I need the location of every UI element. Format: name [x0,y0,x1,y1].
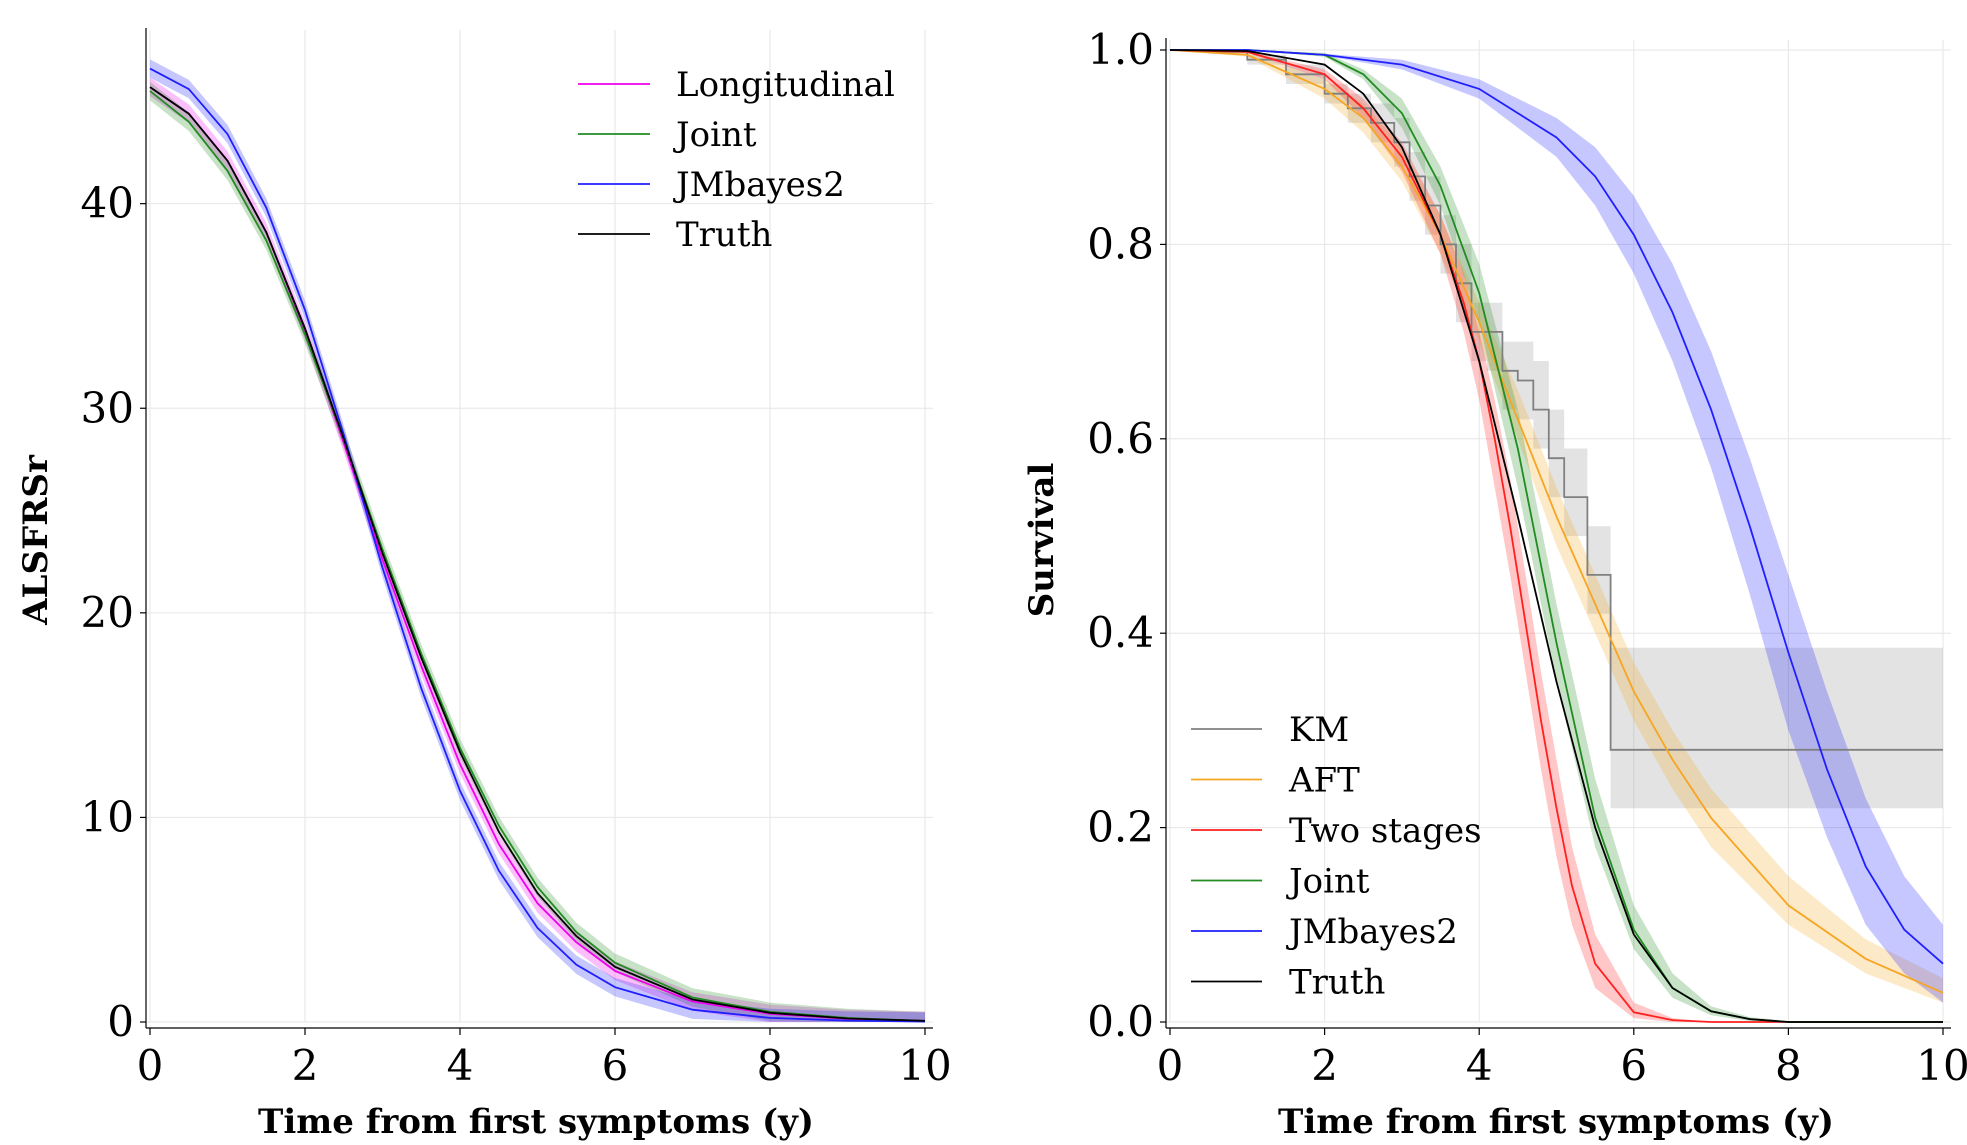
left-legend-label-longitudinal: Longitudinal [676,65,895,105]
right-y-axis-label: Survival [1022,463,1062,618]
left-x-tick-label: 0 [137,1041,164,1090]
right-line-truth [1169,49,1943,1023]
right-band-jmbayes2 [1170,50,1943,1003]
left-line-joint [149,90,926,1022]
left-x-axis-label: Time from first symptoms (y) [258,1102,814,1142]
left-band-joint [150,81,925,1022]
right-confidence-bands [1170,50,1943,1022]
right-axes [1160,38,1951,1035]
left-line-jmbayes2 [149,67,926,1023]
right-series-lines [1169,49,1944,1023]
left-y-tick-label: 30 [81,383,134,432]
left-y-tick-label: 0 [107,997,134,1046]
right-y-tick-label: 0.6 [1087,414,1154,463]
right-legend-label-two-stages: Two stages [1289,811,1482,851]
right-line-aft [1169,49,1944,994]
left-legend-label-truth: Truth [676,215,772,255]
right-line-km [1170,49,1943,751]
right-x-tick-label: 10 [1916,1041,1967,1090]
right-tick-labels: 0 2 4 6 8 10 0.0 0.2 0.4 0.6 0.8 1.0 [1087,25,1967,1090]
left-x-tick-label: 6 [602,1041,629,1090]
left-x-tick-label: 4 [447,1041,474,1090]
right-x-tick-label: 8 [1775,1041,1802,1090]
left-x-tick-label: 10 [898,1041,951,1090]
right-x-axis-label: Time from first symptoms (y) [1278,1102,1834,1142]
right-y-tick-label: 0.4 [1087,608,1154,657]
left-legend: Longitudinal Joint JMbayes2 Truth [578,65,895,255]
right-y-tick-label: 0.0 [1087,997,1154,1046]
left-line-truth [149,86,926,1022]
right-y-tick-label: 1.0 [1087,25,1154,74]
right-x-tick-label: 4 [1466,1041,1493,1090]
right-y-tick-label: 0.2 [1087,803,1154,852]
left-series-lines [149,67,926,1023]
left-confidence-bands [150,59,925,1023]
right-band-aft [1170,50,1943,1003]
left-x-tick-label: 2 [292,1041,319,1090]
right-legend-label-truth: Truth [1289,963,1385,1003]
right-x-tick-label: 6 [1620,1041,1647,1090]
right-legend-label-aft: AFT [1288,761,1360,801]
left-y-tick-label: 10 [81,792,134,841]
right-line-jmbayes2 [1170,49,1944,965]
right-band-km [1170,50,1943,809]
right-x-tick-label: 0 [1157,1041,1184,1090]
left-legend-label-joint: Joint [673,115,757,155]
left-y-tick-label: 40 [81,179,134,228]
survival-chart: 0 2 4 6 8 10 0.0 0.2 0.4 0.6 0.8 1.0 Time from firs… [1022,25,1967,1142]
right-legend-label-km: KM [1289,710,1349,750]
left-x-tick-label: 8 [757,1041,784,1090]
right-legend-label-jmbayes2: JMbayes2 [1286,912,1458,952]
left-y-tick-label: 20 [81,588,134,637]
right-x-tick-label: 2 [1311,1041,1338,1090]
left-gridlines [146,30,933,1023]
left-axes [140,28,933,1035]
left-tick-labels: 0 2 4 6 8 10 0 10 20 30 40 [81,179,952,1090]
right-band-two-stages [1170,50,1943,1022]
right-legend-label-joint: Joint [1286,862,1370,902]
right-y-tick-label: 0.8 [1087,219,1154,268]
right-legend: KM AFT Two stages Joint JMbayes2 Truth [1191,710,1482,1003]
right-line-two-stages [1169,49,1943,1023]
alsfrsr-chart: 0 2 4 6 8 10 0 10 20 30 40 Time from first symptom… [16,28,952,1142]
left-y-axis-label: ALSFRSr [16,454,56,626]
left-legend-label-jmbayes2: JMbayes2 [673,165,845,205]
